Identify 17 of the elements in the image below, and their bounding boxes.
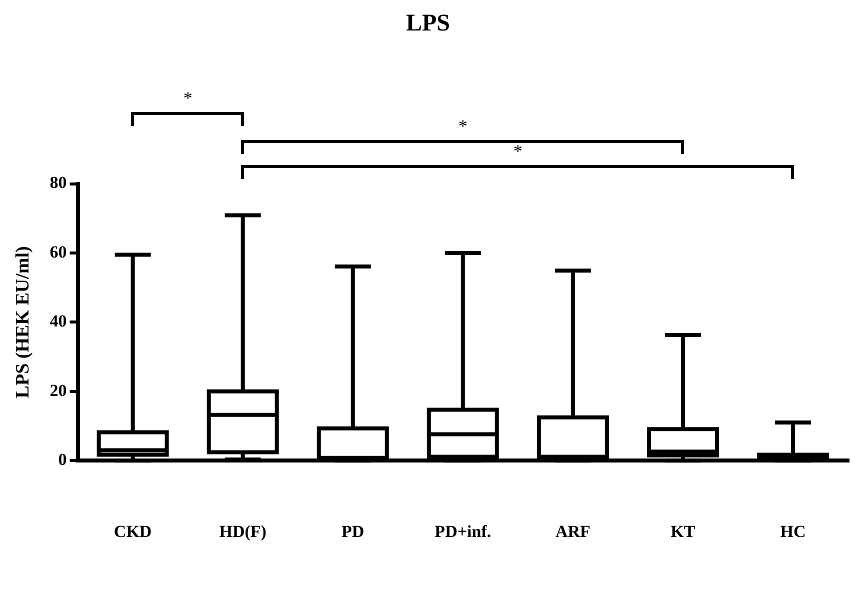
y-tick-label: 80	[50, 173, 67, 192]
chart-title: LPS	[406, 10, 450, 37]
text: *	[513, 140, 522, 162]
x-tick-label: CKD	[114, 522, 152, 542]
x-tick-label: ARF	[555, 522, 590, 542]
text: *	[183, 88, 192, 109]
x-tick-label: PD+inf.	[434, 522, 492, 542]
y-tick-label: 40	[50, 312, 67, 331]
y-tick-label: 60	[50, 242, 67, 262]
text: *	[458, 116, 468, 137]
x-tick-label: KT	[670, 522, 696, 542]
y-axis-title: LPS (HEK EU/ml)	[12, 246, 34, 398]
x-tick-label: HC	[780, 522, 806, 542]
x-tick-label: HD(F)	[219, 522, 266, 542]
y-tick-label: 0	[58, 450, 67, 469]
y-tick-label: 20	[50, 380, 67, 400]
x-tick-label: PD	[342, 522, 364, 542]
